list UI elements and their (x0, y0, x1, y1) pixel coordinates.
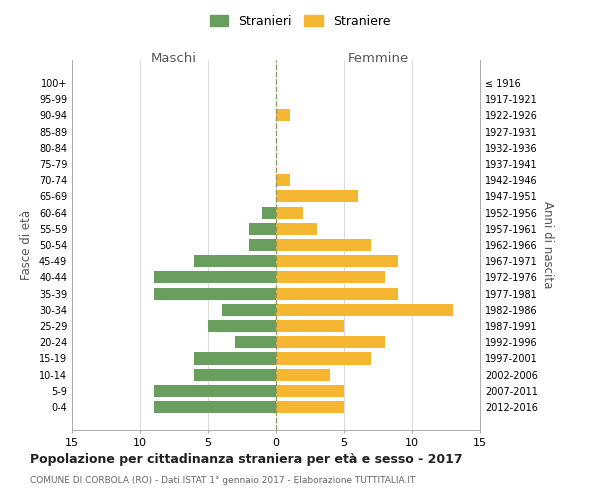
Bar (276, 352, 371, 364)
Bar (276, 174, 290, 186)
Text: Popolazione per cittadinanza straniera per età e sesso - 2017: Popolazione per cittadinanza straniera p… (30, 452, 463, 466)
Bar (154, 401, 276, 413)
Bar (154, 288, 276, 300)
Text: Femmine: Femmine (347, 52, 409, 65)
Text: COMUNE DI CORBOLA (RO) - Dati ISTAT 1° gennaio 2017 - Elaborazione TUTTITALIA.IT: COMUNE DI CORBOLA (RO) - Dati ISTAT 1° g… (30, 476, 415, 485)
Bar (276, 272, 385, 283)
Bar (208, 320, 276, 332)
Bar (276, 320, 344, 332)
Bar (276, 255, 398, 268)
Bar (154, 385, 276, 397)
Y-axis label: Anni di nascita: Anni di nascita (541, 202, 554, 288)
Bar (276, 368, 331, 381)
Bar (194, 368, 276, 381)
Text: Maschi: Maschi (151, 52, 197, 65)
Bar (194, 352, 276, 364)
Bar (276, 385, 344, 397)
Bar (276, 190, 358, 202)
Bar (276, 304, 453, 316)
Y-axis label: Fasce di età: Fasce di età (20, 210, 33, 280)
Bar (276, 109, 290, 122)
Legend: Stranieri, Straniere: Stranieri, Straniere (206, 11, 394, 32)
Bar (249, 239, 276, 251)
Bar (276, 222, 317, 235)
Bar (249, 222, 276, 235)
Bar (276, 206, 303, 218)
Bar (262, 206, 276, 218)
Bar (276, 239, 371, 251)
Bar (276, 336, 385, 348)
Bar (194, 255, 276, 268)
Bar (276, 401, 344, 413)
Bar (221, 304, 276, 316)
Bar (154, 272, 276, 283)
Bar (276, 288, 398, 300)
Bar (235, 336, 276, 348)
